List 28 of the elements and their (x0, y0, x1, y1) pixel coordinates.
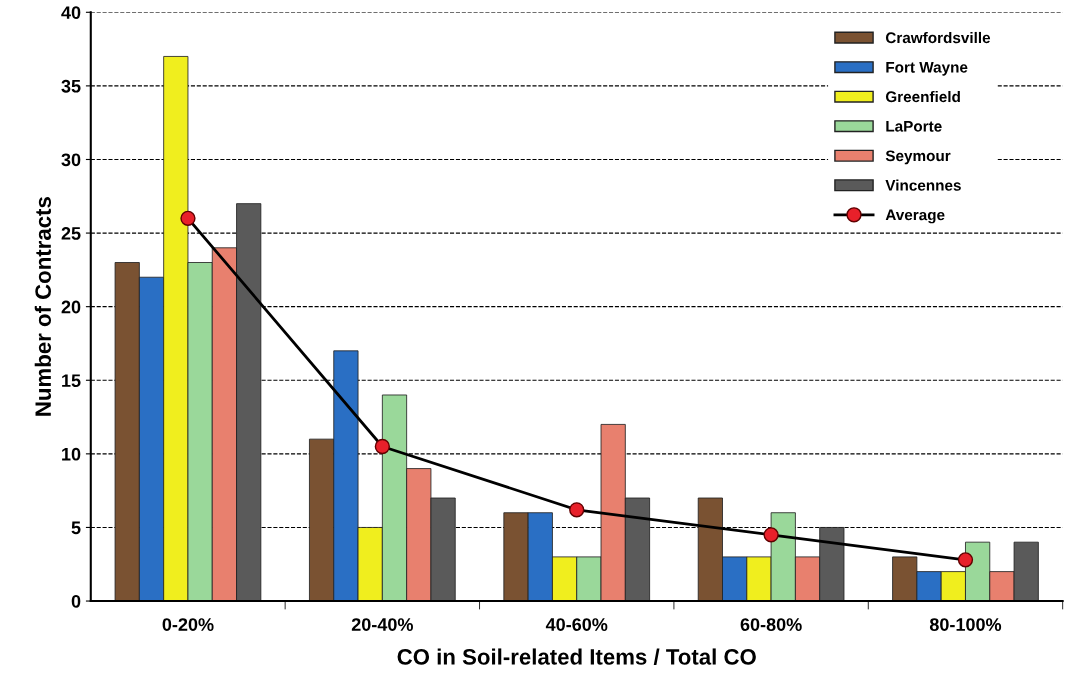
x-tick-label: 0-20% (162, 618, 214, 631)
y-tick-label: 40 (61, 6, 81, 20)
legend-label: Vincennes (885, 179, 961, 191)
legend-label: Average (885, 209, 945, 224)
legend-label: Seymour (885, 150, 951, 165)
legend-label: LaPorte (886, 121, 942, 132)
y-tick-label: 20 (61, 300, 81, 314)
point (374, 438, 390, 455)
y-tick-label: 15 (62, 374, 81, 387)
point (957, 552, 974, 568)
y-tick-label: 0 (71, 594, 81, 608)
x-tick-label: 20-40% (351, 618, 413, 631)
y-tick-label: 25 (61, 227, 81, 240)
legend-label: Greenfield (885, 90, 960, 103)
x-tick-label: 80-100% (929, 618, 1002, 631)
point (180, 210, 196, 226)
y-axis-title: Number of Contracts (34, 197, 52, 416)
y-tick-label: 5 (71, 521, 81, 535)
y-tick-label: 10 (62, 447, 81, 461)
point (569, 502, 585, 518)
x-tick-label: 40-60% (545, 618, 608, 631)
y-tick-label: 30 (61, 153, 81, 167)
point (763, 527, 779, 543)
legend-label: Fort Wayne (886, 62, 968, 76)
legend-label: Crawfordsville (885, 31, 991, 44)
y-tick-label: 35 (61, 79, 81, 93)
x-axis-title: CO in Soil-related Items / Total CO (397, 648, 756, 665)
x-tick-label: 60-80% (740, 618, 802, 631)
